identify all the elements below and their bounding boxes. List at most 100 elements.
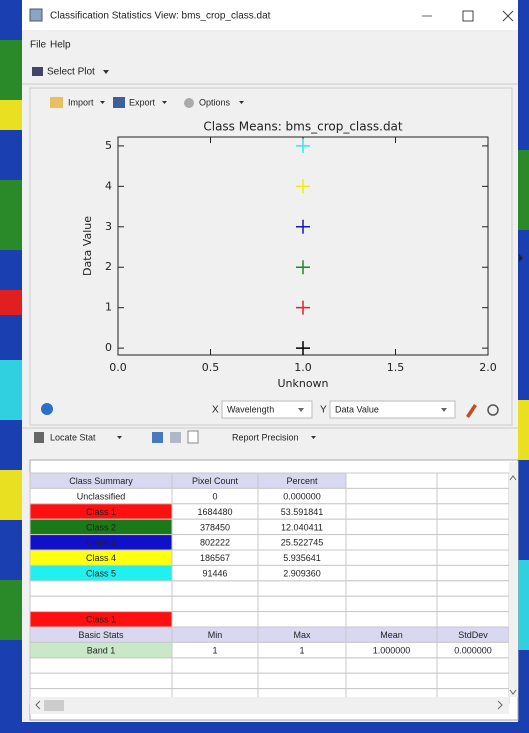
column-header: Basic Stats	[78, 630, 124, 640]
table-value: 1	[212, 645, 217, 655]
import-button[interactable]: Import	[68, 97, 94, 107]
x-tick-label: 2.0	[479, 361, 497, 374]
empty-cell	[437, 488, 509, 503]
options-icon	[184, 98, 194, 108]
chart-title: Class Means: bms_crop_class.dat	[203, 120, 403, 134]
view-icon[interactable]	[170, 432, 181, 443]
empty-cell	[437, 673, 509, 688]
view-icon[interactable]	[152, 432, 163, 443]
empty-cell	[346, 565, 437, 580]
locate-stat-button[interactable]: Locate Stat	[50, 432, 96, 442]
column-header: StdDev	[458, 630, 488, 640]
select-plot-button[interactable]: Select Plot	[47, 67, 95, 78]
background-patch	[0, 40, 22, 100]
empty-cell	[346, 488, 437, 503]
empty-cell	[437, 504, 509, 519]
table-value: 1.000000	[373, 645, 411, 655]
empty-cell	[437, 612, 509, 627]
class-name: Unclassified	[77, 491, 126, 501]
column-header: Percent	[286, 476, 318, 486]
empty-cell	[258, 673, 346, 688]
background-patch	[0, 290, 22, 315]
empty-cell	[346, 519, 437, 534]
options-button[interactable]: Options	[199, 97, 231, 107]
empty-cell	[437, 519, 509, 534]
y-tick-label: 5	[105, 139, 112, 152]
empty-cell	[172, 612, 258, 627]
y-axis-selector-value: Data Value	[335, 404, 379, 414]
vertical-scrollbar[interactable]	[509, 462, 518, 697]
class-name: Class 1	[86, 507, 116, 517]
empty-cell	[172, 581, 258, 596]
page: { "window": {"title": "Classification St…	[0, 0, 529, 733]
horizontal-scrollbar[interactable]	[30, 697, 509, 714]
table-value: 0.000000	[454, 645, 492, 655]
menu-item[interactable]: Help	[50, 40, 71, 51]
empty-cell	[437, 535, 509, 550]
menu-item[interactable]: File	[30, 40, 47, 51]
column-header: Min	[208, 630, 223, 640]
band-name: Band 1	[87, 645, 116, 655]
x-axis-selector-label: X	[212, 405, 219, 416]
import-icon	[50, 97, 63, 108]
export-button[interactable]: Export	[129, 97, 156, 107]
y-tick-label: 0	[105, 341, 112, 354]
empty-cell	[437, 658, 509, 673]
empty-cell	[30, 581, 172, 596]
empty-cell	[172, 673, 258, 688]
empty-cell	[437, 596, 509, 611]
background-patch	[0, 360, 22, 420]
empty-cell	[30, 673, 172, 688]
export-icon	[113, 97, 125, 108]
table-value: 1	[299, 645, 304, 655]
background-patch	[0, 470, 22, 520]
class-name: Class 3	[86, 538, 116, 548]
empty-cell	[346, 535, 437, 550]
empty-cell	[258, 596, 346, 611]
empty-cell	[346, 673, 437, 688]
table-value: 12.040411	[281, 522, 323, 532]
info-icon[interactable]	[41, 403, 53, 415]
empty-cell	[258, 581, 346, 596]
y-tick-label: 4	[105, 179, 112, 192]
y-axis-label: Data Value	[81, 216, 94, 276]
empty-cell	[172, 596, 258, 611]
background-patch	[0, 100, 22, 130]
class-name: Class 4	[86, 553, 116, 563]
class-name: Class 2	[86, 522, 116, 532]
table-value: 1684480	[197, 507, 232, 517]
table-value: 53.591841	[281, 507, 324, 517]
x-tick-label: 1.0	[294, 361, 312, 374]
empty-cell	[437, 581, 509, 596]
empty-cell	[30, 658, 172, 673]
background-patch	[518, 150, 529, 230]
select-plot-icon	[32, 67, 43, 76]
background-patch	[518, 560, 529, 650]
table-value: 5.935641	[283, 553, 321, 563]
x-axis-label: Unknown	[277, 377, 328, 390]
column-header: Mean	[380, 630, 403, 640]
x-tick-label: 0.5	[202, 361, 220, 374]
y-tick-label: 3	[105, 220, 112, 233]
background-patch	[0, 180, 22, 250]
table-value: 802222	[200, 538, 230, 548]
x-axis-selector-value: Wavelength	[227, 404, 274, 414]
table-value: 25.522745	[281, 538, 324, 548]
copy-icon[interactable]	[188, 431, 198, 443]
column-header: Pixel Count	[192, 476, 239, 486]
scroll-thumb[interactable]	[44, 700, 64, 711]
empty-cell	[346, 473, 437, 488]
y-axis-selector-label: Y	[320, 405, 327, 416]
table-value: 378450	[200, 522, 230, 532]
report-precision-button[interactable]: Report Precision	[232, 432, 299, 442]
empty-cell	[346, 550, 437, 565]
empty-cell	[172, 658, 258, 673]
empty-cell	[30, 596, 172, 611]
empty-cell	[258, 612, 346, 627]
empty-cell	[346, 504, 437, 519]
table-value: 2.909360	[283, 568, 321, 578]
background-patch	[0, 580, 22, 640]
empty-cell	[437, 550, 509, 565]
class-name: Class 5	[86, 568, 116, 578]
